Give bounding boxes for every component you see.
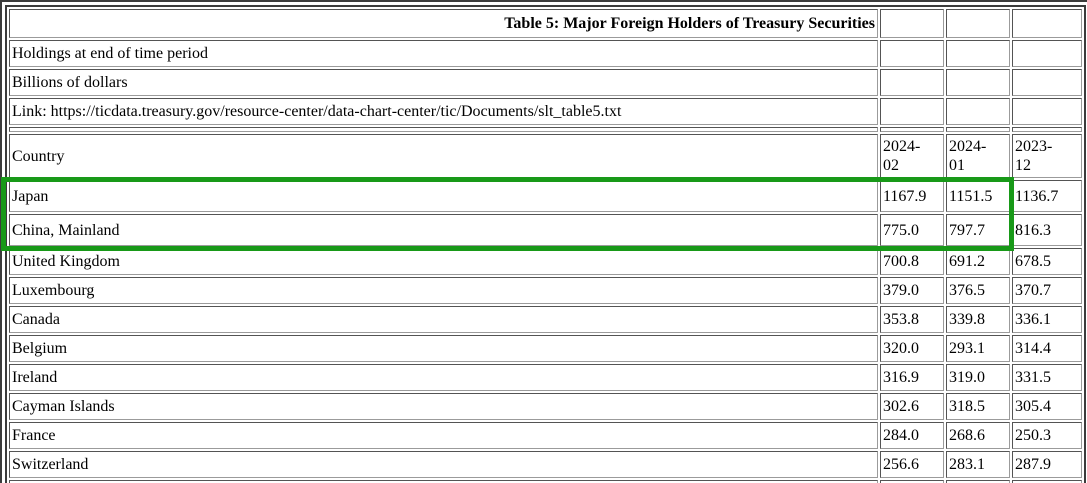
- empty-cell: [946, 9, 1010, 38]
- value-cell: 370.7: [1012, 277, 1082, 304]
- country-cell: Canada: [9, 306, 878, 333]
- empty-cell: [946, 480, 1010, 483]
- empty-cell: [880, 40, 944, 67]
- value-cell: 256.6: [880, 451, 944, 478]
- table-row: United Kingdom 700.8 691.2 678.5: [9, 248, 1082, 275]
- value-cell: 775.0: [880, 214, 944, 246]
- cutoff-row: [9, 480, 1082, 483]
- table-row: Switzerland 256.6 283.1 287.9: [9, 451, 1082, 478]
- table-row: China, Mainland 775.0 797.7 816.3: [9, 214, 1082, 246]
- country-column-header: Country: [9, 134, 878, 178]
- value-cell: 283.1: [946, 451, 1010, 478]
- empty-cell: [946, 69, 1010, 96]
- value-cell: 314.4: [1012, 335, 1082, 362]
- table-row: France 284.0 268.6 250.3: [9, 422, 1082, 449]
- value-cell: 331.5: [1012, 364, 1082, 391]
- value-cell: 287.9: [1012, 451, 1082, 478]
- value-cell: 1167.9: [880, 180, 944, 212]
- value-cell: 353.8: [880, 306, 944, 333]
- units-note-row: Billions of dollars: [9, 69, 1082, 96]
- empty-cell: [1012, 127, 1082, 132]
- empty-cell: [1012, 9, 1082, 38]
- value-cell: 336.1: [1012, 306, 1082, 333]
- country-cell: Cayman Islands: [9, 393, 878, 420]
- country-cell: United Kingdom: [9, 248, 878, 275]
- country-cell: Belgium: [9, 335, 878, 362]
- value-cell: 700.8: [880, 248, 944, 275]
- table-data-rows: Japan 1167.9 1151.5 1136.7 China, Mainland 77…: [9, 180, 1082, 478]
- empty-cell: [9, 127, 878, 132]
- period-header-2024-02: 2024- 02: [880, 134, 944, 178]
- empty-cell: [1012, 40, 1082, 67]
- value-cell: 379.0: [880, 277, 944, 304]
- country-cell: France: [9, 422, 878, 449]
- value-cell: 268.6: [946, 422, 1010, 449]
- holdings-note-row: Holdings at end of time period: [9, 40, 1082, 67]
- spacer-row: [9, 127, 1082, 132]
- country-cell: China, Mainland: [9, 214, 878, 246]
- table-row: Japan 1167.9 1151.5 1136.7: [9, 180, 1082, 212]
- title-row: Table 5: Major Foreign Holders of Treasu…: [9, 9, 1082, 38]
- table-row: Belgium 320.0 293.1 314.4: [9, 335, 1082, 362]
- value-cell: 293.1: [946, 335, 1010, 362]
- value-cell: 1151.5: [946, 180, 1010, 212]
- column-header-row: Country 2024- 02 2024- 01 2023- 12: [9, 134, 1082, 178]
- units-note: Billions of dollars: [9, 69, 878, 96]
- holdings-note: Holdings at end of time period: [9, 40, 878, 67]
- table-row: Cayman Islands 302.6 318.5 305.4: [9, 393, 1082, 420]
- value-cell: 320.0: [880, 335, 944, 362]
- country-cell: Luxembourg: [9, 277, 878, 304]
- table-row: Ireland 316.9 319.0 331.5: [9, 364, 1082, 391]
- country-cell: Ireland: [9, 364, 878, 391]
- value-cell: 376.5: [946, 277, 1010, 304]
- value-cell: 318.5: [946, 393, 1010, 420]
- value-cell: 284.0: [880, 422, 944, 449]
- value-cell: 316.9: [880, 364, 944, 391]
- empty-cell: [9, 480, 878, 483]
- empty-cell: [946, 40, 1010, 67]
- treasury-holders-table: Table 5: Major Foreign Holders of Treasu…: [5, 5, 1086, 483]
- empty-cell: [1012, 480, 1082, 483]
- empty-cell: [880, 69, 944, 96]
- empty-cell: [946, 98, 1010, 125]
- empty-cell: [880, 127, 944, 132]
- value-cell: 1136.7: [1012, 180, 1082, 212]
- value-cell: 678.5: [1012, 248, 1082, 275]
- value-cell: 816.3: [1012, 214, 1082, 246]
- source-link-row: Link: https://ticdata.treasury.gov/resou…: [9, 98, 1082, 125]
- value-cell: 691.2: [946, 248, 1010, 275]
- table-cutoff: [9, 480, 1082, 483]
- country-cell: Japan: [9, 180, 878, 212]
- source-link-text: Link: https://ticdata.treasury.gov/resou…: [9, 98, 878, 125]
- table-title: Table 5: Major Foreign Holders of Treasu…: [9, 9, 878, 38]
- table-row: Canada 353.8 339.8 336.1: [9, 306, 1082, 333]
- country-cell: Switzerland: [9, 451, 878, 478]
- empty-cell: [1012, 98, 1082, 125]
- value-cell: 339.8: [946, 306, 1010, 333]
- empty-cell: [1012, 69, 1082, 96]
- period-header-2024-01: 2024- 01: [946, 134, 1010, 178]
- empty-cell: [880, 480, 944, 483]
- empty-cell: [946, 127, 1010, 132]
- table-header-rows: Table 5: Major Foreign Holders of Treasu…: [9, 9, 1082, 178]
- empty-cell: [880, 9, 944, 38]
- period-header-2023-12: 2023- 12: [1012, 134, 1082, 178]
- table-row: Luxembourg 379.0 376.5 370.7: [9, 277, 1082, 304]
- value-cell: 250.3: [1012, 422, 1082, 449]
- value-cell: 797.7: [946, 214, 1010, 246]
- value-cell: 305.4: [1012, 393, 1082, 420]
- empty-cell: [880, 98, 944, 125]
- value-cell: 319.0: [946, 364, 1010, 391]
- value-cell: 302.6: [880, 393, 944, 420]
